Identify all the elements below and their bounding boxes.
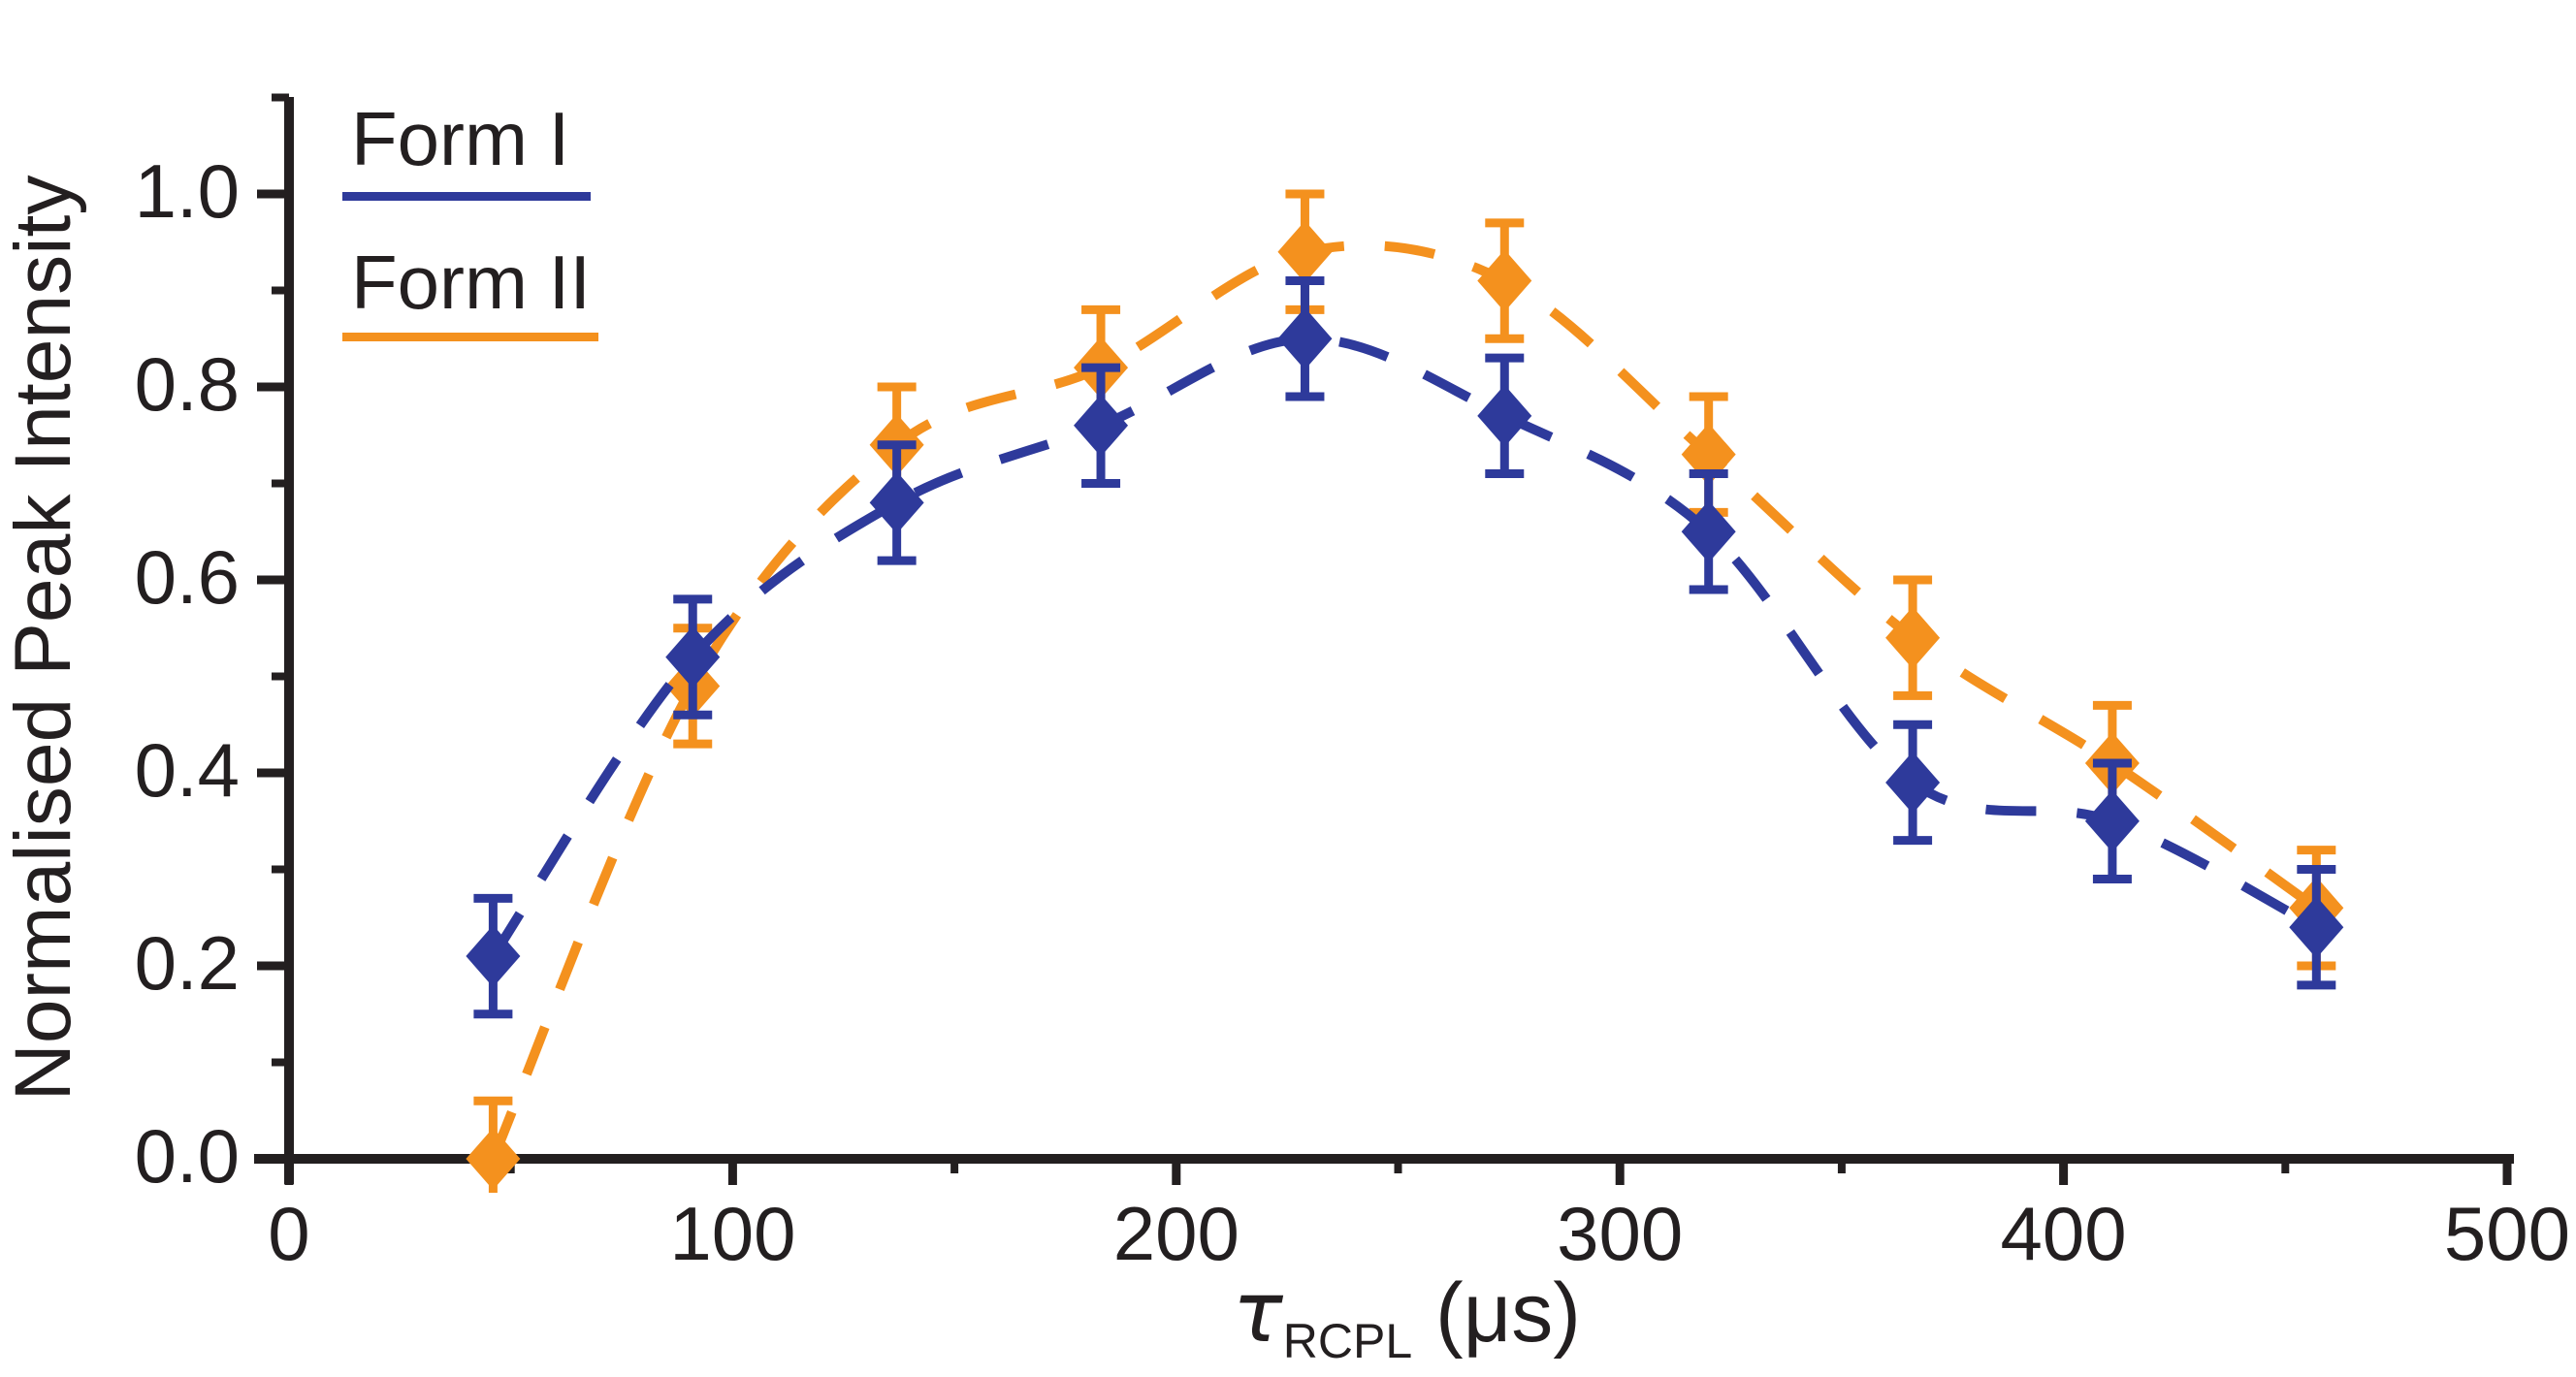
legend: Form I Form II <box>342 96 598 341</box>
y-tick-label: 0.6 <box>135 534 240 620</box>
y-tick-label: 0.2 <box>135 920 240 1006</box>
y-tick-label: 0.4 <box>135 727 240 813</box>
legend-line-sample <box>342 333 598 341</box>
data-point-form-i <box>1074 394 1129 457</box>
data-point-form-i <box>665 625 721 688</box>
data-point-form-i <box>2084 789 2140 852</box>
data-point-form-ii <box>466 1128 521 1190</box>
x-tick-label: 500 <box>2444 1191 2570 1276</box>
data-point-form-i <box>1277 307 1333 370</box>
data-area <box>466 189 2344 1193</box>
x-tick-label: 200 <box>1113 1191 1240 1276</box>
data-point-form-ii <box>1885 606 1941 669</box>
legend-line-sample <box>342 192 591 201</box>
data-point-form-ii <box>1277 220 1333 283</box>
axes <box>254 93 2514 1185</box>
data-point-form-i <box>2289 896 2344 959</box>
data-point-form-i <box>869 471 924 534</box>
legend-label: Form I <box>351 96 569 181</box>
data-point-form-ii <box>1477 249 1532 312</box>
trend-line-form-ii <box>488 240 2320 1161</box>
trend-line-form-i <box>489 334 2319 959</box>
y-tick-label: 1.0 <box>135 148 240 234</box>
x-tick-label: 300 <box>1557 1191 1683 1276</box>
data-point-form-i <box>1681 500 1736 563</box>
x-tick-label: 0 <box>268 1191 309 1276</box>
data-point-form-i <box>1477 384 1532 447</box>
series-form-ii <box>466 189 2344 1193</box>
series-form-i <box>466 276 2344 1019</box>
legend-entry-form-i: Form I <box>342 96 591 201</box>
data-point-form-i <box>1885 751 1941 814</box>
data-point-form-i <box>466 925 521 988</box>
y-axis-title: Normalised Peak Intensity <box>0 176 87 1102</box>
legend-label: Form II <box>351 240 591 325</box>
y-tick-label: 0.8 <box>135 341 240 427</box>
y-tick-label: 0.0 <box>135 1113 240 1199</box>
legend-entry-form-ii: Form II <box>342 240 598 341</box>
x-tick-label: 100 <box>669 1191 795 1276</box>
x-axis-title: τRCPL (μs) <box>1233 1265 1581 1368</box>
x-tick-label: 400 <box>2001 1191 2127 1276</box>
